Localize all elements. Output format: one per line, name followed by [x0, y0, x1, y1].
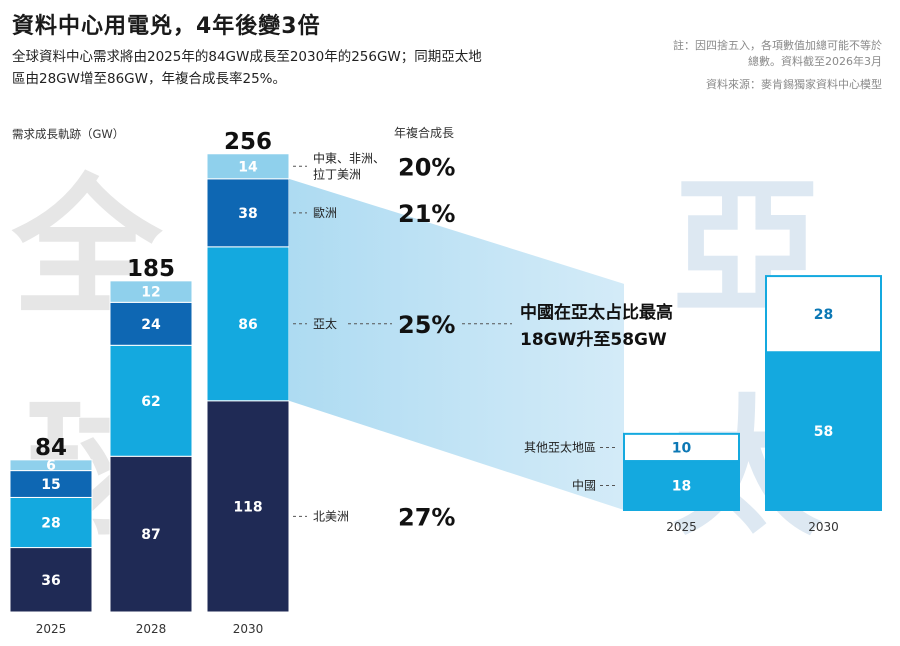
sub-data-label: 18	[672, 479, 691, 495]
data-label: 14	[238, 159, 258, 175]
cagr-value: 27%	[398, 503, 455, 531]
page-title: 資料中心用電兇，4年後變3倍	[12, 14, 321, 39]
region-label: 歐洲	[313, 205, 337, 220]
bar-segment	[109, 455, 193, 613]
bar-segment	[9, 547, 93, 613]
sub-data-label: 10	[672, 440, 692, 456]
x-tick-label: 2025	[36, 622, 67, 636]
total-label: 185	[127, 256, 175, 282]
bar-segment	[9, 459, 93, 472]
sub-bar-segment	[765, 275, 882, 354]
data-label: 12	[141, 285, 160, 301]
data-label: 38	[238, 206, 257, 222]
page-subtitle: 全球資料中心需求將由2025年的84GW成長至2030年的256GW；同期亞太地…	[12, 49, 482, 87]
source-note: 資料來源：麥肯錫獨家資料中心模型	[706, 78, 882, 91]
bar-segment	[109, 344, 193, 457]
sub-x-tick-label: 2025	[666, 520, 697, 534]
footnote: 註：因四捨五入，各項數值加總可能不等於總數。資料截至2026年3月	[673, 39, 882, 68]
sub-bar-segment	[765, 351, 882, 511]
data-label: 118	[233, 499, 262, 515]
data-label: 15	[41, 477, 60, 493]
x-tick-label: 2028	[136, 622, 167, 636]
bar-segment	[109, 301, 193, 346]
data-label: 28	[41, 516, 60, 532]
funnel-shape	[289, 178, 624, 510]
region-label: 拉丁美洲	[313, 166, 361, 181]
data-label: 87	[141, 527, 160, 543]
cagr-value: 21%	[398, 200, 455, 228]
region-label: 北美洲	[313, 509, 349, 523]
cagr-value: 20%	[398, 153, 455, 181]
total-label: 84	[35, 435, 67, 461]
bar-segment	[206, 178, 290, 248]
data-label: 86	[238, 317, 257, 333]
sub-series-label: 中國	[572, 478, 596, 493]
data-label: 24	[141, 317, 161, 333]
data-label: 36	[41, 573, 60, 589]
x-tick-label: 2030	[233, 622, 264, 636]
data-label: 62	[141, 394, 160, 410]
y-axis-label: 需求成長軌跡（GW）	[12, 127, 125, 141]
data-label: 6	[46, 458, 56, 474]
sub-data-label: 58	[814, 424, 833, 440]
callout-title: 中國在亞太占比最高	[520, 302, 673, 323]
sub-series-label: 其他亞太地區	[524, 439, 596, 454]
bar-segment	[206, 153, 290, 180]
sub-x-tick-label: 2030	[808, 520, 839, 534]
region-label: 中東、非洲、	[313, 150, 385, 165]
callout-subtitle: 18GW升至58GW	[520, 330, 667, 350]
region-label: 亞太	[313, 316, 337, 331]
cagr-value: 25%	[398, 311, 455, 339]
total-label: 256	[224, 129, 272, 155]
cagr-header: 年複合成長	[394, 126, 455, 140]
sub-data-label: 28	[814, 307, 833, 323]
bar-segment	[206, 246, 290, 402]
sub-bar-segment	[623, 432, 740, 463]
bar-segment	[109, 280, 193, 303]
sub-bar-segment	[623, 460, 740, 512]
